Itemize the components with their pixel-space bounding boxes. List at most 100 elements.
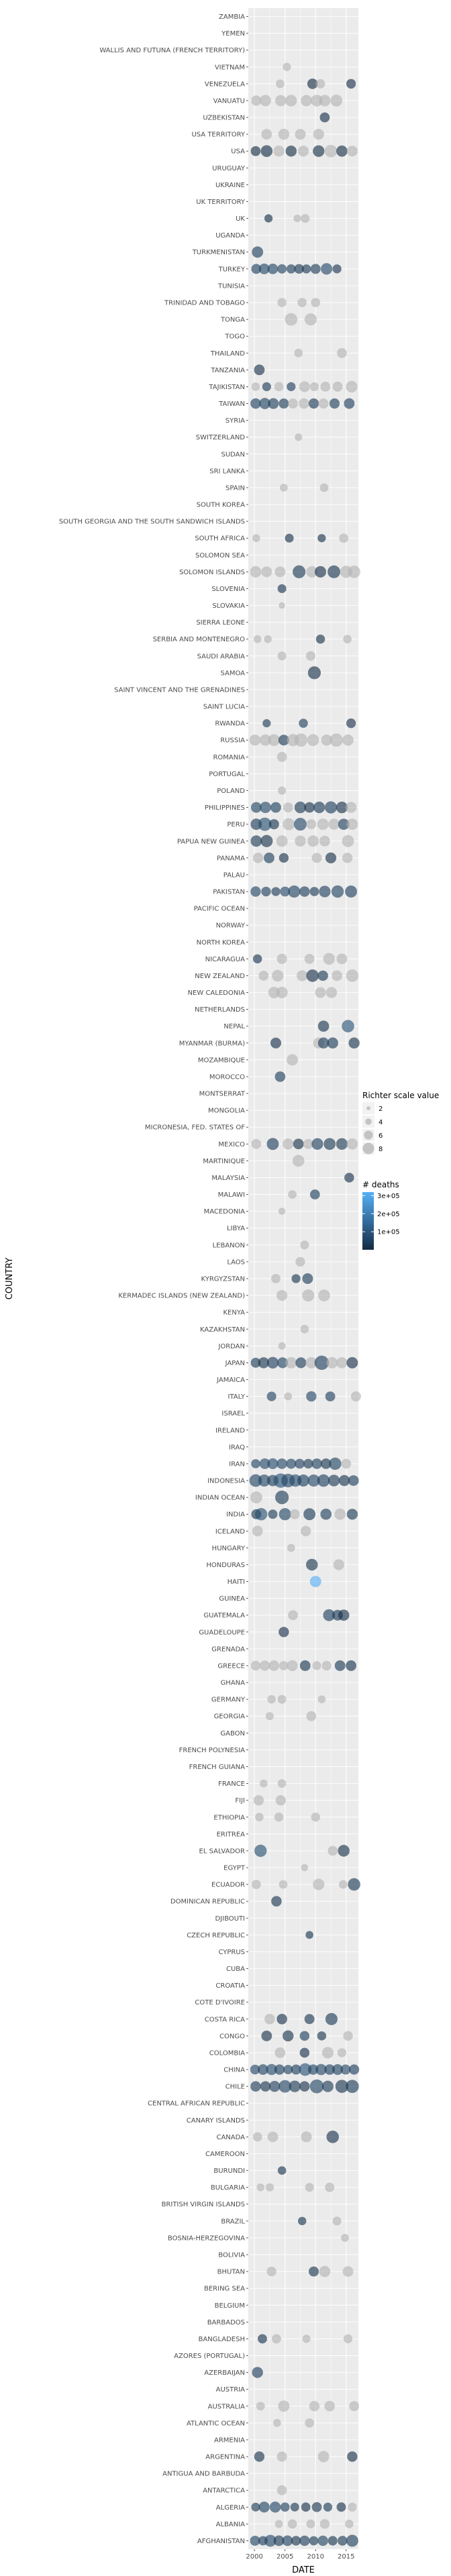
quake-point xyxy=(292,1155,305,1167)
quake-point xyxy=(299,2047,310,2058)
quake-point xyxy=(299,2535,310,2546)
quake-point xyxy=(301,2502,311,2512)
quake-point xyxy=(277,1458,287,1469)
quake-point xyxy=(332,381,343,392)
quake-point xyxy=(270,1037,282,1049)
y-tick-label: MONGOLIA xyxy=(208,1108,245,1115)
quake-point xyxy=(309,382,319,391)
quake-point xyxy=(273,2535,285,2546)
y-tick-label: MALAYSIA xyxy=(211,1175,245,1182)
y-tick-label: BURUNDI xyxy=(213,2167,245,2175)
quake-point xyxy=(277,2485,287,2496)
y-tick-label: ISRAEL xyxy=(221,1410,245,1417)
y-tick-label: INDIA xyxy=(226,1511,245,1519)
y-tick-label: UK TERRITORY xyxy=(196,199,246,206)
quake-point xyxy=(305,651,316,661)
quake-point xyxy=(325,852,337,863)
quake-point xyxy=(348,2502,357,2512)
quake-point xyxy=(279,1508,291,1521)
y-tick-label: JAMAICA xyxy=(216,1377,245,1384)
quake-point xyxy=(328,1474,340,1487)
quake-point xyxy=(315,79,325,89)
quake-point xyxy=(304,953,315,964)
quake-point xyxy=(338,818,350,830)
y-tick-label: BHUTAN xyxy=(217,2269,245,2276)
quake-point xyxy=(280,484,288,492)
quake-point xyxy=(317,2535,328,2546)
quake-point xyxy=(305,1356,317,1368)
quake-point xyxy=(271,1274,281,1283)
quake-point xyxy=(325,2182,335,2192)
y-tick-label: CONGO xyxy=(219,2033,245,2040)
y-tick-label: FIJI xyxy=(235,1797,245,1805)
y-tick-label: ECUADOR xyxy=(211,1882,245,1889)
quake-point xyxy=(276,79,285,89)
y-tick-label: AZERBAIJAN xyxy=(204,2369,245,2377)
legend-size-swatch xyxy=(362,1142,374,1155)
quake-point xyxy=(266,1138,279,1150)
y-tick-label: CENTRAL AFRICAN REPUBLIC xyxy=(148,2100,245,2108)
y-tick-label: VENEZUELA xyxy=(205,80,245,88)
quake-point xyxy=(252,1525,263,1537)
quake-point xyxy=(305,2418,314,2428)
quake-point xyxy=(348,566,360,578)
y-tick-label: PANAMA xyxy=(217,855,245,862)
quake-point xyxy=(253,1794,264,1806)
quake-point xyxy=(307,2064,319,2075)
data-points xyxy=(249,62,361,2547)
legend-color-items: 3e+05 2e+05 1e+05 xyxy=(362,1193,400,1236)
quake-point xyxy=(251,1138,262,1149)
y-tick-label: LEBANON xyxy=(213,1242,245,1249)
y-tick-label: GREECE xyxy=(217,1662,245,1670)
quake-point xyxy=(264,2013,275,2025)
y-tick-label: PAPUA NEW GUINEA xyxy=(177,838,245,845)
quake-point xyxy=(285,1356,297,1368)
quake-point xyxy=(267,1695,276,1704)
y-tick-label: CHINA xyxy=(223,2067,245,2074)
quake-point xyxy=(265,1712,274,1721)
quake-point xyxy=(341,2233,349,2242)
y-tick-label: TURKEY xyxy=(218,266,246,273)
y-tick-label: SLOVENIA xyxy=(211,586,245,593)
quake-point xyxy=(278,1342,286,1350)
quake-point xyxy=(268,819,279,830)
quake-point xyxy=(336,1357,348,1368)
quake-point xyxy=(268,1509,278,1519)
y-tick-label: TAJIKISTAN xyxy=(208,384,245,391)
quake-point xyxy=(332,970,343,981)
quake-point xyxy=(311,298,321,307)
quake-point xyxy=(295,1357,307,1368)
y-tick-label: ICELAND xyxy=(215,1528,245,1536)
quake-point xyxy=(250,2535,260,2546)
quake-point xyxy=(348,1878,360,1891)
y-tick-label: SRI LANKA xyxy=(209,468,245,475)
quake-point xyxy=(303,1508,316,1521)
quake-point xyxy=(257,2334,267,2344)
quake-point xyxy=(297,146,309,157)
y-tick-label: UK xyxy=(236,215,245,223)
y-tick-label: ZAMBIA xyxy=(219,13,245,21)
quake-point xyxy=(277,2013,287,2025)
y-tick-label: PALAU xyxy=(223,871,245,879)
quake-point xyxy=(277,651,287,661)
quake-point xyxy=(286,1458,297,1469)
quake-point xyxy=(251,1459,260,1468)
y-tick-label: TOGO xyxy=(224,333,245,341)
quake-point xyxy=(309,1189,320,1199)
quake-point xyxy=(341,1458,352,1469)
quake-point xyxy=(330,95,343,107)
y-tick-label: TURKMENISTAN xyxy=(192,249,245,256)
quake-point xyxy=(299,886,310,897)
y-tick-label: SOUTH KOREA xyxy=(197,502,245,509)
quake-point xyxy=(277,584,287,594)
y-tick-label: YEMEN xyxy=(221,30,245,38)
y-tick-label: ANTIGUA AND BARBUDA xyxy=(162,2471,245,2478)
quake-point xyxy=(344,398,355,409)
quake-point xyxy=(346,818,358,830)
y-tick-label: MOROCCO xyxy=(209,1073,245,1081)
quake-point xyxy=(250,146,261,156)
quake-point xyxy=(319,483,329,492)
quake-point xyxy=(334,1660,346,1671)
quake-point xyxy=(329,1457,342,1470)
